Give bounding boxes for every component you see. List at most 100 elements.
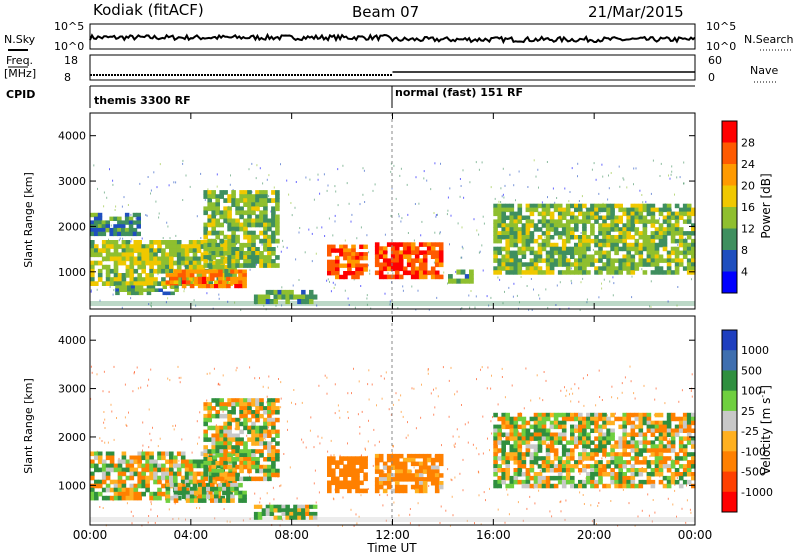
echo-cell: [216, 495, 222, 501]
scatter-cell: [487, 437, 488, 440]
echo-cell: [227, 472, 232, 478]
echo-cell: [109, 240, 115, 245]
echo-cell: [343, 480, 348, 486]
scatter-cell: [229, 183, 231, 186]
echo-cell: [586, 475, 591, 481]
echo-cell: [509, 231, 515, 236]
echo-cell: [275, 472, 280, 478]
echo-cell: [549, 203, 555, 209]
echo-cell: [192, 483, 198, 489]
echo-cell: [594, 250, 599, 256]
echo-cell: [121, 487, 127, 493]
scatter-cell: [452, 514, 454, 517]
scatter-cell: [371, 383, 373, 386]
scatter-cell: [612, 276, 614, 279]
scatter-cell: [447, 196, 449, 199]
echo-cell: [574, 258, 579, 263]
echo-cell: [501, 412, 506, 418]
echo-cell: [113, 264, 119, 270]
echo-cell: [622, 460, 627, 465]
echo-cell: [406, 242, 412, 247]
echo-cell: [211, 468, 216, 474]
echo-cell: [223, 453, 228, 458]
echo-cell: [666, 250, 672, 256]
echo-cell: [691, 464, 696, 469]
echo-cell: [410, 457, 416, 463]
echo-cell: [212, 475, 218, 481]
echo-cell: [513, 460, 519, 465]
scatter-cell: [566, 389, 568, 392]
echo-cell: [394, 266, 400, 272]
echo-cell: [378, 266, 384, 272]
scatter-cell: [674, 483, 676, 486]
echo-cell: [610, 215, 615, 220]
echo-cell: [658, 223, 664, 228]
scatter-cell: [500, 187, 502, 190]
echo-cell: [339, 263, 344, 268]
echo-cell: [196, 459, 202, 465]
scatter-cell: [314, 469, 316, 472]
echo-cell: [243, 425, 248, 431]
scatter-cell: [323, 173, 325, 176]
echo-cell: [501, 231, 506, 236]
echo-cell: [231, 259, 236, 264]
echo-cell: [97, 212, 103, 218]
echo-cell: [208, 491, 214, 497]
echo-cell: [251, 230, 256, 236]
scatter-cell: [362, 193, 364, 196]
echo-cell: [662, 227, 668, 232]
echo-cell: [586, 436, 591, 441]
echo-cell: [618, 452, 623, 457]
echo-cell: [549, 250, 555, 256]
echo-cell: [521, 235, 527, 240]
echo-cell: [133, 483, 139, 489]
echo-cell: [117, 281, 123, 286]
scatter-cell: [624, 376, 626, 379]
echo-cell: [125, 273, 131, 278]
echo-cell: [541, 219, 547, 224]
echo-cell: [180, 248, 186, 253]
echo-cell: [355, 271, 360, 276]
echo-cell: [582, 246, 587, 252]
scatter-cell: [447, 282, 448, 285]
echo-cell: [670, 250, 676, 256]
echo-cell: [606, 266, 611, 271]
echo-cell: [378, 473, 384, 478]
echo-cell: [602, 215, 607, 220]
echo-cell: [602, 223, 607, 228]
scatter-cell: [115, 205, 117, 208]
scatter-cell: [363, 169, 365, 172]
echo-cell: [133, 281, 139, 286]
echo-cell: [224, 475, 229, 481]
echo-cell: [206, 284, 211, 289]
echo-cell: [180, 475, 186, 481]
echo-cell: [674, 262, 680, 267]
echo-cell: [231, 410, 236, 415]
echo-cell: [263, 429, 268, 435]
echo-cell: [614, 472, 619, 477]
scatter-cell: [447, 209, 449, 212]
echo-cell: [243, 263, 248, 268]
scatter-cell: [676, 304, 678, 307]
echo-cell: [105, 277, 111, 282]
scatter-cell: [671, 170, 673, 173]
scatter-cell: [280, 484, 282, 487]
echo-cell: [493, 254, 498, 259]
echo-cell: [549, 424, 555, 430]
echo-cell: [293, 515, 298, 520]
echo-cell: [565, 472, 571, 477]
echo-cell: [331, 267, 336, 272]
echo-cell: [430, 250, 436, 255]
echo-cell: [574, 262, 579, 267]
echo-cell: [497, 215, 502, 220]
echo-cell: [622, 262, 627, 267]
echo-cell: [200, 252, 206, 258]
echo-cell: [247, 425, 252, 431]
echo-cell: [509, 420, 515, 426]
echo-cell: [121, 260, 127, 266]
echo-cell: [161, 491, 166, 497]
echo-cell: [200, 463, 206, 469]
echo-cell: [192, 459, 198, 465]
echo-cell: [691, 412, 696, 418]
echo-cell: [497, 246, 502, 252]
